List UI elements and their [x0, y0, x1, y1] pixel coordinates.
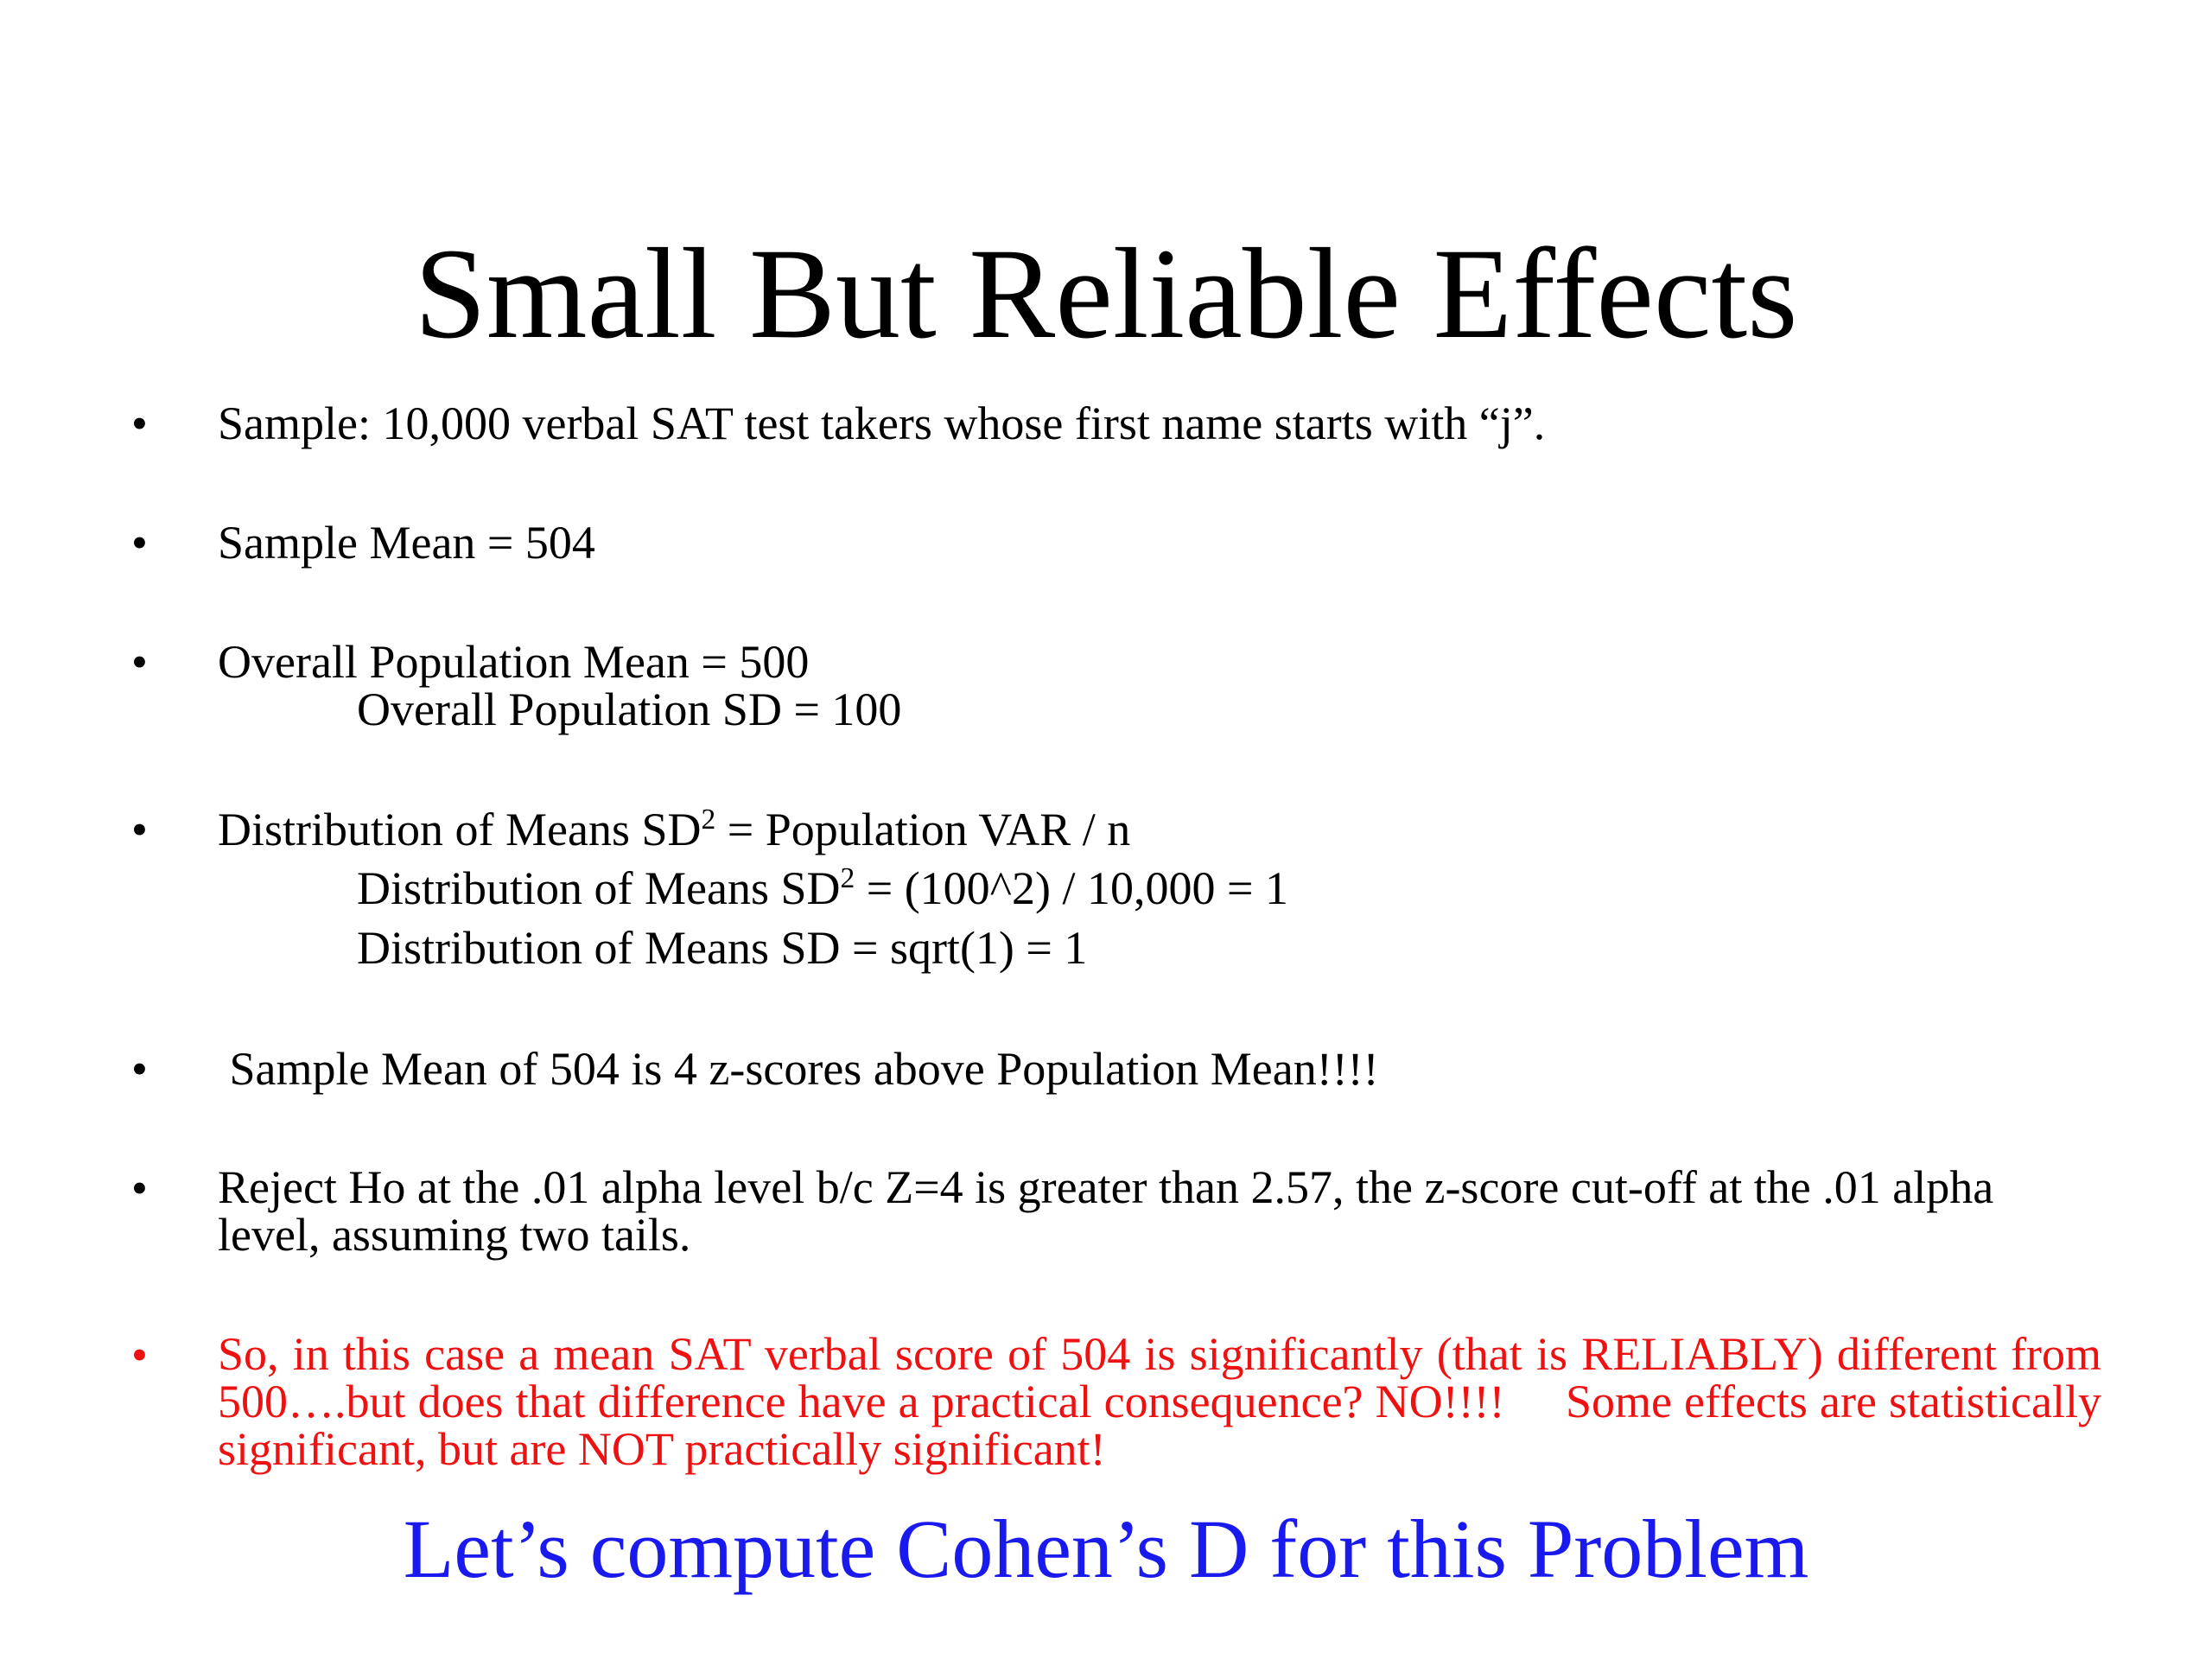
closing-statement: Let’s compute Cohen’s D for this Problem	[403, 1503, 1809, 1595]
bullet-dot: •	[131, 1043, 148, 1095]
bullet-text: Sample Mean of 504 is 4 z-scores above P…	[218, 1043, 1379, 1095]
bullet-text: Sample Mean = 504	[218, 517, 595, 569]
bullet-dot: •	[131, 1162, 148, 1214]
superscript: 2	[701, 804, 716, 836]
bullet-dot: •	[131, 517, 148, 569]
bullet-dot: •	[131, 397, 148, 449]
formula-text: Distribution of Means SD	[218, 804, 702, 855]
bullet-text: Distribution of Means SD2 = Population V…	[218, 805, 1130, 854]
sub-line-sd-calc: Distribution of Means SD = sqrt(1) = 1	[357, 922, 1088, 974]
bullet-text: Overall Population Mean = 500	[218, 636, 810, 688]
bullet-dot: •	[131, 636, 148, 688]
bullet-text: Sample: 10,000 verbal SAT test takers wh…	[218, 397, 1546, 449]
bullet-dot: •	[131, 1329, 148, 1381]
sub-line-variance-calc: Distribution of Means SD2 = (100^2) / 10…	[357, 864, 1288, 912]
bullet-text: So, in this case a mean SAT verbal score…	[218, 1328, 2113, 1475]
sub-line-population-sd: Overall Population SD = 100	[357, 683, 902, 735]
slide-title: Small But Reliable Effects	[414, 222, 1798, 365]
superscript: 2	[840, 862, 855, 894]
formula-text: = (100^2) / 10,000 = 1	[855, 862, 1288, 914]
bullet-dot: •	[131, 804, 148, 855]
bullet-text: Reject Ho at the .01 alpha level b/c Z=4…	[218, 1161, 1994, 1261]
formula-text: Distribution of Means SD	[357, 862, 841, 914]
formula-text: = Population VAR / n	[715, 804, 1131, 855]
